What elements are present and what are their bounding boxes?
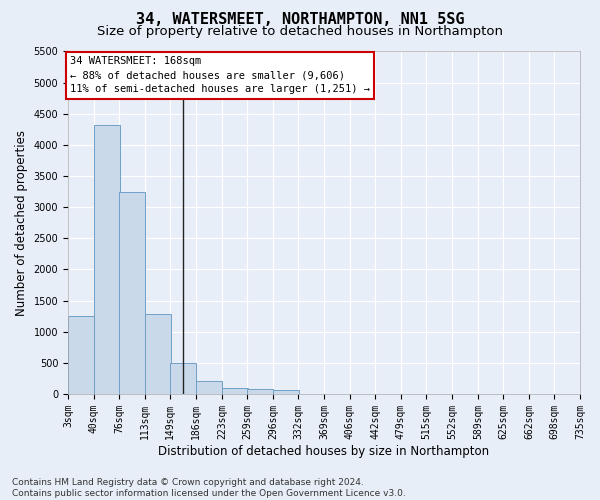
Text: Contains HM Land Registry data © Crown copyright and database right 2024.
Contai: Contains HM Land Registry data © Crown c… <box>12 478 406 498</box>
Bar <box>273 390 299 394</box>
Text: 34 WATERSMEET: 168sqm
← 88% of detached houses are smaller (9,606)
11% of semi-d: 34 WATERSMEET: 168sqm ← 88% of detached … <box>70 56 370 94</box>
Bar <box>222 388 248 394</box>
Bar <box>170 364 196 394</box>
Y-axis label: Number of detached properties: Number of detached properties <box>15 130 28 316</box>
Text: 34, WATERSMEET, NORTHAMPTON, NN1 5SG: 34, WATERSMEET, NORTHAMPTON, NN1 5SG <box>136 12 464 28</box>
Text: Size of property relative to detached houses in Northampton: Size of property relative to detached ho… <box>97 25 503 38</box>
Bar <box>247 390 273 394</box>
X-axis label: Distribution of detached houses by size in Northampton: Distribution of detached houses by size … <box>158 444 490 458</box>
Bar <box>145 314 171 394</box>
Bar <box>119 192 145 394</box>
Bar <box>94 125 120 394</box>
Bar <box>196 380 222 394</box>
Bar <box>68 316 94 394</box>
